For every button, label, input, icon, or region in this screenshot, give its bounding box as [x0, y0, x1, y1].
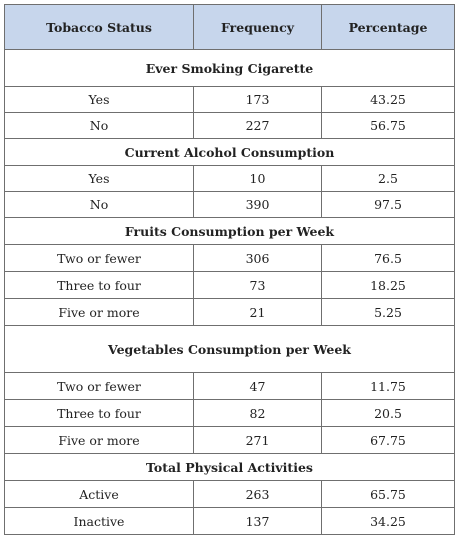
- table-row: No 390 97.5: [4, 191, 455, 218]
- table-row: Two or fewer 47 11.75: [4, 372, 455, 400]
- table-row: Three to four 82 20.5: [4, 399, 455, 427]
- section-title: Vegetables Consumption per Week: [4, 325, 455, 373]
- row-label: Two or fewer: [4, 372, 194, 400]
- frequency-cell: 306: [193, 244, 322, 272]
- section-header-row: Current Alcohol Consumption: [4, 138, 455, 166]
- percentage-cell: 43.25: [321, 86, 455, 113]
- column-header-tobacco-status: Tobacco Status: [4, 4, 194, 50]
- percentage-cell: 11.75: [321, 372, 455, 400]
- frequency-cell: 21: [193, 298, 322, 326]
- column-header-frequency: Frequency: [193, 4, 322, 50]
- column-header-percentage: Percentage: [321, 4, 455, 50]
- row-label: Active: [4, 480, 194, 508]
- data-table: Tobacco Status Frequency Percentage Ever…: [4, 4, 455, 535]
- row-label: No: [4, 191, 194, 218]
- row-label: Yes: [4, 165, 194, 192]
- percentage-cell: 34.25: [321, 507, 455, 535]
- percentage-cell: 2.5: [321, 165, 455, 192]
- frequency-cell: 137: [193, 507, 322, 535]
- percentage-cell: 65.75: [321, 480, 455, 508]
- frequency-cell: 227: [193, 112, 322, 139]
- frequency-cell: 390: [193, 191, 322, 218]
- row-label: No: [4, 112, 194, 139]
- row-label: Five or more: [4, 426, 194, 454]
- table-row: No 227 56.75: [4, 112, 455, 139]
- section-title: Fruits Consumption per Week: [4, 217, 455, 245]
- row-label: Yes: [4, 86, 194, 113]
- frequency-cell: 82: [193, 399, 322, 427]
- row-label: Two or fewer: [4, 244, 194, 272]
- percentage-cell: 56.75: [321, 112, 455, 139]
- table-row: Five or more 271 67.75: [4, 426, 455, 454]
- percentage-cell: 67.75: [321, 426, 455, 454]
- table-row: Inactive 137 34.25: [4, 507, 455, 535]
- table-row: Two or fewer 306 76.5: [4, 244, 455, 272]
- row-label: Three to four: [4, 271, 194, 299]
- section-header-row: Ever Smoking Cigarette: [4, 49, 455, 87]
- header-row: Tobacco Status Frequency Percentage: [4, 4, 455, 50]
- frequency-cell: 10: [193, 165, 322, 192]
- frequency-cell: 73: [193, 271, 322, 299]
- section-header-row: Total Physical Activities: [4, 453, 455, 481]
- row-label: Five or more: [4, 298, 194, 326]
- section-title: Ever Smoking Cigarette: [4, 49, 455, 87]
- section-header-row: Vegetables Consumption per Week: [4, 325, 455, 373]
- table-row: Yes 173 43.25: [4, 86, 455, 113]
- percentage-cell: 76.5: [321, 244, 455, 272]
- section-title: Current Alcohol Consumption: [4, 138, 455, 166]
- percentage-cell: 20.5: [321, 399, 455, 427]
- frequency-cell: 263: [193, 480, 322, 508]
- percentage-cell: 97.5: [321, 191, 455, 218]
- table-row: Yes 10 2.5: [4, 165, 455, 192]
- table-row: Active 263 65.75: [4, 480, 455, 508]
- row-label: Inactive: [4, 507, 194, 535]
- section-header-row: Fruits Consumption per Week: [4, 217, 455, 245]
- row-label: Three to four: [4, 399, 194, 427]
- percentage-cell: 18.25: [321, 271, 455, 299]
- table-row: Three to four 73 18.25: [4, 271, 455, 299]
- frequency-cell: 47: [193, 372, 322, 400]
- section-title: Total Physical Activities: [4, 453, 455, 481]
- table-row: Five or more 21 5.25: [4, 298, 455, 326]
- frequency-cell: 173: [193, 86, 322, 113]
- percentage-cell: 5.25: [321, 298, 455, 326]
- frequency-cell: 271: [193, 426, 322, 454]
